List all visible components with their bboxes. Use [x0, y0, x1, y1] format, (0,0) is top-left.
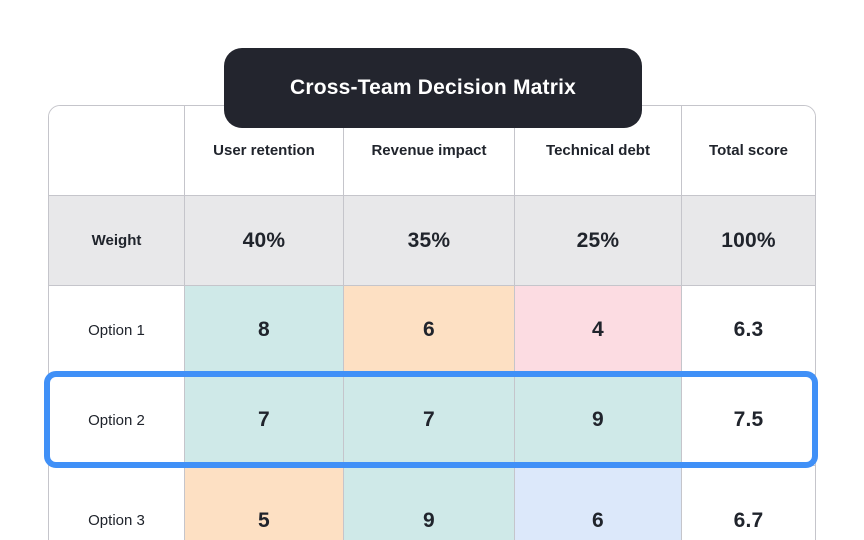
option1-user-retention-score: 8 [185, 286, 344, 375]
decision-matrix-table: User retention Revenue impact Technical … [48, 105, 816, 540]
weight-technical-debt: 25% [515, 196, 682, 286]
option3-technical-debt-score: 6 [515, 466, 682, 540]
option1-technical-debt-score: 4 [515, 286, 682, 375]
header-cell-total-score: Total score [682, 106, 815, 196]
title-badge: Cross-Team Decision Matrix [224, 48, 642, 128]
option2-user-retention-score: 7 [185, 375, 344, 466]
option1-label[interactable]: Option 1 [49, 286, 185, 375]
option1-revenue-impact-score: 6 [344, 286, 515, 375]
page-title: Cross-Team Decision Matrix [289, 76, 577, 99]
weight-user-retention: 40% [185, 196, 344, 286]
option2-label[interactable]: Option 2 [49, 375, 185, 466]
option2-revenue-impact-score: 7 [344, 375, 515, 466]
header-cell-empty [49, 106, 185, 196]
weight-total: 100% [682, 196, 815, 286]
option3-revenue-impact-score: 9 [344, 466, 515, 540]
weight-revenue-impact: 35% [344, 196, 515, 286]
option2-technical-debt-score: 9 [515, 375, 682, 466]
weight-row-label: Weight [49, 196, 185, 286]
option3-label[interactable]: Option 3 [49, 466, 185, 540]
option3-user-retention-score: 5 [185, 466, 344, 540]
option2-total-score: 7.5 [682, 375, 815, 466]
option1-total-score: 6.3 [682, 286, 815, 375]
option3-total-score: 6.7 [682, 466, 815, 540]
